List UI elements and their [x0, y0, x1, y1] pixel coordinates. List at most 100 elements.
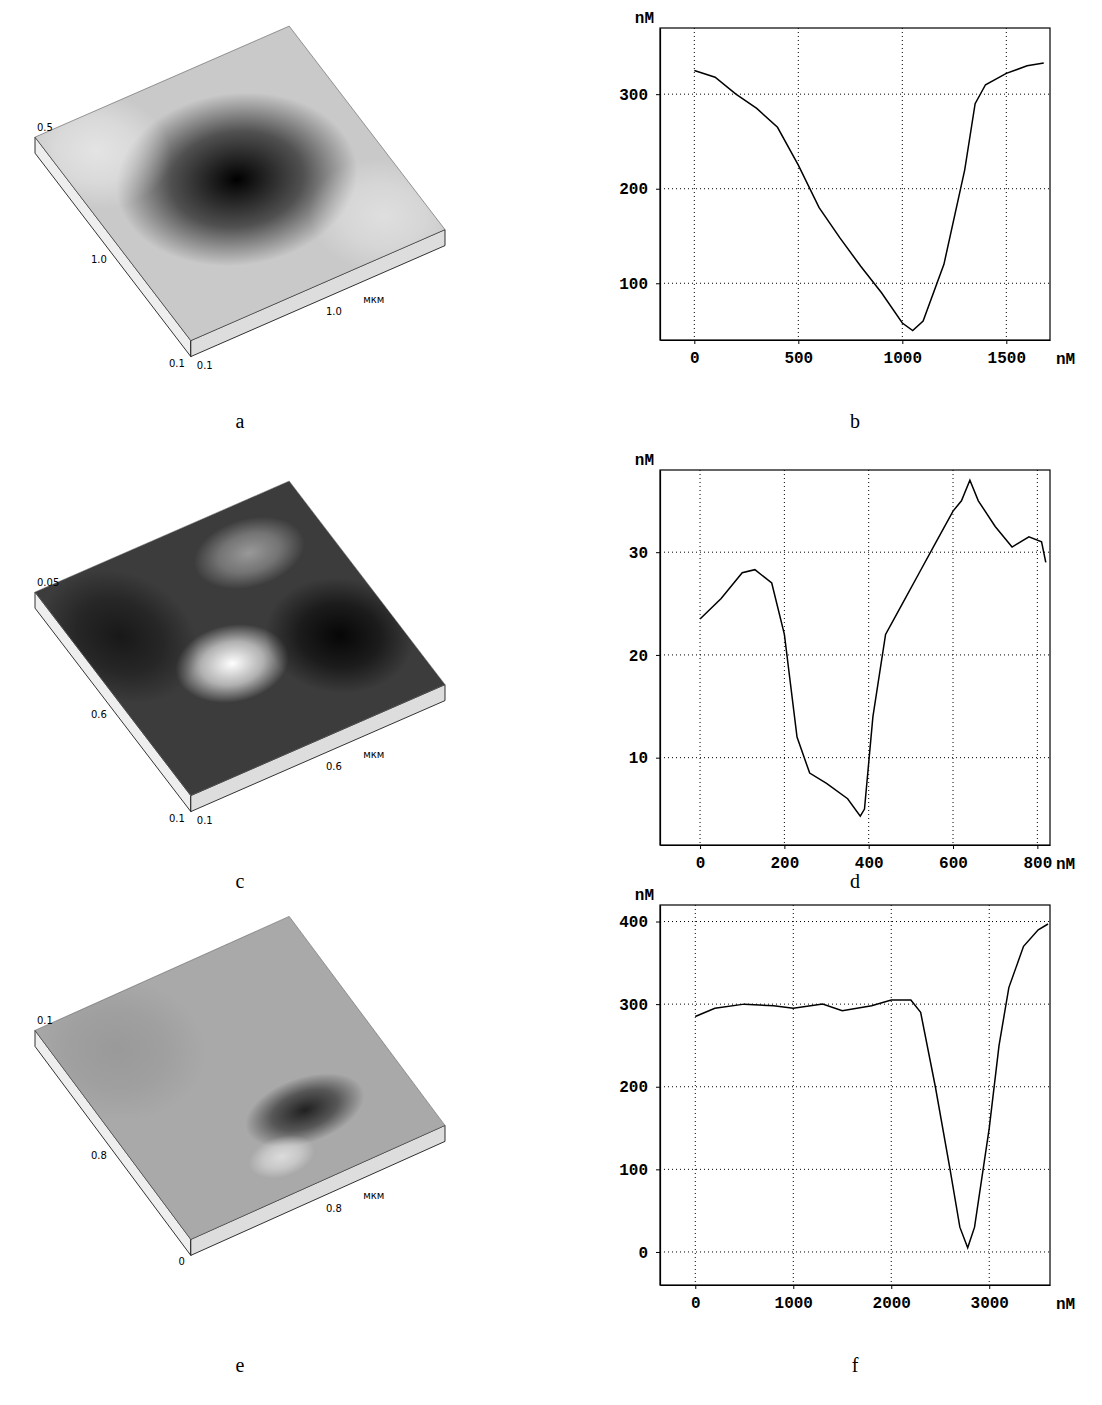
surface-axis-label: 0.05 [37, 577, 59, 588]
surface-panel: 0.51.01.00.10.1мкм [0, 0, 486, 372]
surface-axis-label: мкм [363, 749, 384, 760]
surface-axis-label: 1.0 [326, 306, 342, 317]
tick-label: 20 [629, 648, 648, 666]
tick: 3000 [971, 1285, 1009, 1313]
grid-line [953, 470, 954, 845]
y-axis: 100200300 [619, 29, 660, 341]
plot-frame [660, 905, 1050, 1285]
tick-label: 0 [638, 1245, 648, 1263]
tick: 200 [619, 181, 660, 199]
tick-mark [953, 845, 954, 849]
profile-line [695, 924, 1048, 1248]
surface-outline [35, 916, 445, 1239]
tick: 200 [770, 845, 799, 873]
surface-axis-label: 0.6 [326, 761, 342, 772]
tick-mark [891, 1285, 892, 1289]
tick: 100 [619, 1162, 660, 1180]
tick-label: 1500 [988, 350, 1026, 368]
plot-area [694, 63, 1043, 331]
surface-outline [35, 481, 445, 795]
tick-mark [793, 1285, 794, 1289]
grid-line [694, 28, 695, 340]
y-axis: 10 20 30 [629, 471, 661, 846]
x-axis-title: nM [1056, 1296, 1075, 1314]
line-panel: 050010001500100200300nMnM [619, 10, 1075, 369]
surface-shade [237, 557, 442, 714]
tick-label: 400 [619, 914, 648, 932]
tick: 800 [1023, 845, 1052, 873]
tick: 10 [629, 750, 660, 768]
x-axis: 0100020003000 [661, 1285, 1051, 1313]
surface-panel: 0.10.80.80мкм [0, 896, 445, 1268]
grid-line [989, 905, 990, 1285]
grid-line [700, 470, 701, 845]
panel-label: f [852, 1354, 859, 1376]
tick: 30 [629, 545, 660, 563]
grid-line [660, 1251, 1050, 1252]
axis-line [661, 1285, 1051, 1286]
y-axis-title: nM [635, 452, 654, 470]
surface-outline [35, 26, 445, 341]
surface-shade [281, 137, 445, 294]
plot-area [695, 924, 1048, 1248]
surface-axis-label: 0.5 [37, 122, 53, 133]
grid-line [660, 94, 1050, 95]
tick: 1500 [988, 340, 1026, 368]
tick-mark [869, 845, 870, 849]
tick-label: 800 [1023, 855, 1052, 873]
tick-label: 1000 [884, 350, 922, 368]
tick-label: 100 [619, 1162, 648, 1180]
surface-axis-label: 0.8 [91, 1150, 107, 1161]
tick: 0 [696, 845, 706, 873]
tick-mark [798, 340, 799, 344]
tick: 1000 [884, 340, 922, 368]
tick-mark [656, 1169, 660, 1170]
surface-top [0, 0, 486, 372]
tick-mark [656, 189, 660, 190]
tick-mark [656, 655, 660, 656]
plot-area [700, 480, 1046, 816]
surface-panel: 0.050.60.60.10.1мкм [10, 476, 458, 826]
tick-mark [656, 1252, 660, 1253]
grid-line [660, 1086, 1050, 1087]
surface-axis-label: 0.1 [197, 815, 213, 826]
surface-top [0, 896, 445, 1251]
tick: 200 [619, 1079, 660, 1097]
tick-mark [656, 758, 660, 759]
tick-mark [694, 340, 695, 344]
grid-line [660, 283, 1050, 284]
panel-label: b [850, 410, 860, 432]
tick-mark [784, 845, 785, 849]
y-axis: 0 100 200 300 400 [619, 906, 660, 1286]
tick-mark [1037, 845, 1038, 849]
surface-axis-label: 0.1 [197, 360, 213, 371]
panel-label: a [236, 410, 245, 432]
plot-frame [660, 28, 1050, 340]
tick-label: 0 [690, 350, 700, 368]
grid-line [660, 552, 1050, 553]
surface-axis-label: 1.0 [91, 254, 107, 265]
tick-label: 30 [629, 545, 648, 563]
grid-line [793, 905, 794, 1285]
tick-mark [656, 283, 660, 284]
tick-label: 200 [619, 1079, 648, 1097]
x-axis: 050010001500 [661, 340, 1051, 368]
tick-mark [902, 340, 903, 344]
profile-line [700, 480, 1046, 816]
figure: 0.51.01.00.10.1мкмa050010001500100200300… [0, 0, 1102, 1405]
tick-label: 100 [619, 276, 648, 294]
surface-shade [35, 548, 230, 726]
axis-line [661, 845, 1051, 846]
x-axis-title: nM [1056, 351, 1075, 369]
tick-label: 200 [619, 181, 648, 199]
tick-mark [656, 1087, 660, 1088]
surface-axis-label: 0.1 [169, 358, 185, 369]
tick: 0 [690, 340, 700, 368]
surface-axis-label: 0.8 [326, 1203, 342, 1214]
grid-line [868, 470, 869, 845]
tick-label: 300 [619, 997, 648, 1015]
axis-line [660, 29, 661, 341]
surface-shade [35, 72, 199, 229]
y-axis-title: nM [635, 887, 654, 905]
tick-mark [989, 1285, 990, 1289]
